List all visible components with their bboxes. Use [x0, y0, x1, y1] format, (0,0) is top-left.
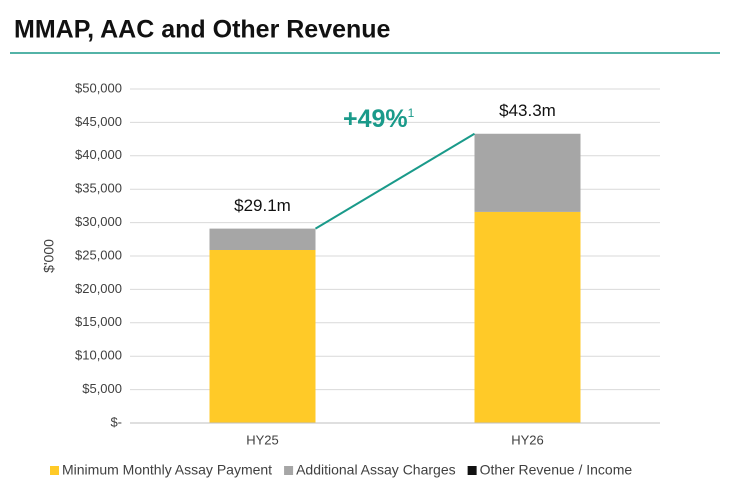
- bar-segment: [474, 211, 581, 423]
- y-tick-label: $25,000: [75, 247, 122, 262]
- y-tick-label: $45,000: [75, 114, 122, 129]
- growth-value: +49%: [343, 105, 408, 133]
- total-label: $43.3m: [499, 101, 556, 120]
- growth-connector: [314, 132, 476, 230]
- legend-swatch: [50, 466, 59, 475]
- x-tick-label: HY26: [511, 432, 544, 447]
- y-tick-label: $-: [110, 414, 122, 429]
- legend-swatch: [284, 466, 294, 475]
- legend-label: Other Revenue / Income: [480, 462, 633, 478]
- x-tick-label: HY25: [246, 432, 279, 447]
- bar-segment: [474, 133, 581, 212]
- y-tick-label: $35,000: [75, 181, 122, 196]
- legend-label: Additional Assay Charges: [296, 462, 456, 478]
- y-tick-label: $5,000: [82, 381, 122, 396]
- y-tick-label: $10,000: [75, 348, 122, 363]
- y-tick-label: $30,000: [75, 214, 122, 229]
- bar-segment: [209, 228, 316, 250]
- y-axis-label: $'000: [41, 239, 57, 273]
- total-label: $29.1m: [234, 196, 291, 215]
- bar-segment: [209, 249, 316, 423]
- legend-label: Minimum Monthly Assay Payment: [62, 462, 272, 478]
- y-tick-label: $15,000: [75, 314, 122, 329]
- legend-swatch: [467, 466, 477, 475]
- chart-title: MMAP, AAC and Other Revenue: [14, 16, 391, 44]
- y-tick-label: $20,000: [75, 281, 122, 296]
- y-tick-label: $50,000: [75, 80, 122, 95]
- growth-label: +49%1: [343, 105, 415, 133]
- growth-footnote: 1: [408, 106, 415, 120]
- y-tick-label: $40,000: [75, 147, 122, 162]
